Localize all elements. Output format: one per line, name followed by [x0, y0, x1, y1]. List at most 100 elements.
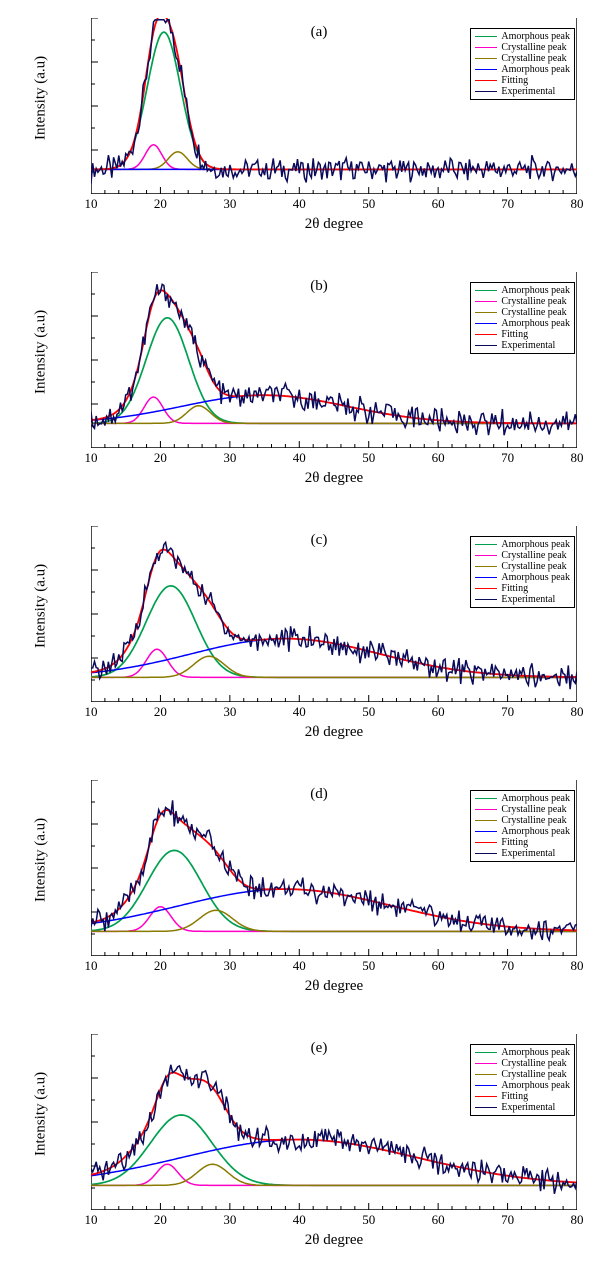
legend-swatch: [475, 1074, 497, 1075]
legend-label: Crystalline peak: [501, 53, 566, 64]
legend-item: Crystalline peak: [475, 307, 570, 318]
legend-label: Amorphous peak: [501, 285, 570, 296]
legend-label: Amorphous peak: [501, 1080, 570, 1091]
legend-swatch: [475, 1096, 497, 1097]
x-tick: 20: [154, 450, 167, 466]
x-tick: 30: [223, 958, 236, 974]
x-tick-labels: 1020304050607080: [91, 958, 577, 976]
panel-tag: (a): [311, 24, 328, 41]
figure-page: Intensity (a.u)(a)Amorphous peakCrystall…: [0, 0, 614, 1287]
legend-item: Amorphous peak: [475, 1047, 570, 1058]
legend-label: Crystalline peak: [501, 307, 566, 318]
legend-label: Crystalline peak: [501, 1069, 566, 1080]
legend-label: Experimental: [501, 594, 555, 605]
x-tick: 10: [85, 196, 98, 212]
x-tick: 50: [362, 958, 375, 974]
x-tick: 30: [223, 196, 236, 212]
curve-crystalline1: [91, 649, 577, 677]
x-tick: 60: [432, 450, 445, 466]
xrd-panel-c: Intensity (a.u)(c)Amorphous peakCrystall…: [27, 518, 587, 748]
legend-label: Amorphous peak: [501, 826, 570, 837]
legend-swatch: [475, 820, 497, 821]
legend-item: Fitting: [475, 329, 570, 340]
legend: Amorphous peakCrystalline peakCrystallin…: [470, 28, 575, 100]
legend-item: Amorphous peak: [475, 64, 570, 75]
legend-swatch: [475, 334, 497, 335]
legend-label: Crystalline peak: [501, 550, 566, 561]
legend-swatch: [475, 345, 497, 346]
legend-item: Experimental: [475, 594, 570, 605]
x-tick: 10: [85, 1212, 98, 1228]
x-tick: 50: [362, 196, 375, 212]
legend-item: Amorphous peak: [475, 539, 570, 550]
legend-item: Crystalline peak: [475, 296, 570, 307]
legend-swatch: [475, 809, 497, 810]
legend-label: Amorphous peak: [501, 793, 570, 804]
legend-swatch: [475, 1107, 497, 1108]
legend-swatch: [475, 798, 497, 799]
legend-item: Crystalline peak: [475, 815, 570, 826]
legend-item: Amorphous peak: [475, 826, 570, 837]
x-tick: 60: [432, 958, 445, 974]
legend-item: Experimental: [475, 86, 570, 97]
x-tick: 50: [362, 704, 375, 720]
x-tick: 50: [362, 450, 375, 466]
x-tick: 80: [571, 196, 584, 212]
x-tick: 40: [293, 450, 306, 466]
panel-tag: (d): [310, 786, 328, 803]
x-tick: 80: [571, 450, 584, 466]
legend-label: Fitting: [501, 583, 528, 594]
legend-label: Amorphous peak: [501, 64, 570, 75]
x-tick: 20: [154, 1212, 167, 1228]
legend-label: Amorphous peak: [501, 31, 570, 42]
legend-swatch: [475, 544, 497, 545]
legend-swatch: [475, 80, 497, 81]
x-tick: 70: [501, 958, 514, 974]
xrd-panel-d: Intensity (a.u)(d)Amorphous peakCrystall…: [27, 772, 587, 1002]
legend-label: Amorphous peak: [501, 539, 570, 550]
legend-swatch: [475, 853, 497, 854]
legend-label: Crystalline peak: [501, 815, 566, 826]
legend-item: Experimental: [475, 340, 570, 351]
legend-item: Amorphous peak: [475, 31, 570, 42]
legend-item: Crystalline peak: [475, 550, 570, 561]
legend-label: Crystalline peak: [501, 804, 566, 815]
x-tick: 40: [293, 958, 306, 974]
legend-item: Experimental: [475, 1102, 570, 1113]
legend: Amorphous peakCrystalline peakCrystallin…: [470, 536, 575, 608]
x-tick-labels: 1020304050607080: [91, 196, 577, 214]
legend-swatch: [475, 1085, 497, 1086]
x-axis-label: 2θ degree: [91, 470, 577, 487]
legend-item: Fitting: [475, 583, 570, 594]
legend-swatch: [475, 91, 497, 92]
legend-swatch: [475, 58, 497, 59]
x-tick: 70: [501, 704, 514, 720]
x-tick: 60: [432, 196, 445, 212]
panel-tag: (c): [311, 532, 328, 549]
x-tick: 60: [432, 1212, 445, 1228]
legend-item: Crystalline peak: [475, 1069, 570, 1080]
x-tick: 60: [432, 704, 445, 720]
legend-label: Amorphous peak: [501, 572, 570, 583]
x-tick: 20: [154, 704, 167, 720]
y-axis-label: Intensity (a.u): [31, 10, 51, 186]
legend-swatch: [475, 301, 497, 302]
legend-label: Crystalline peak: [501, 42, 566, 53]
x-tick: 50: [362, 1212, 375, 1228]
xrd-panel-a: Intensity (a.u)(a)Amorphous peakCrystall…: [27, 10, 587, 240]
y-axis-label: Intensity (a.u): [31, 264, 51, 440]
x-tick: 40: [293, 196, 306, 212]
legend-label: Experimental: [501, 340, 555, 351]
x-tick: 20: [154, 958, 167, 974]
legend-swatch: [475, 1052, 497, 1053]
legend-label: Fitting: [501, 75, 528, 86]
xrd-panel-e: Intensity (a.u)(e)Amorphous peakCrystall…: [27, 1026, 587, 1256]
legend-swatch: [475, 36, 497, 37]
legend-swatch: [475, 47, 497, 48]
legend: Amorphous peakCrystalline peakCrystallin…: [470, 790, 575, 862]
legend-item: Crystalline peak: [475, 561, 570, 572]
legend: Amorphous peakCrystalline peakCrystallin…: [470, 282, 575, 354]
legend-swatch: [475, 555, 497, 556]
legend-swatch: [475, 588, 497, 589]
legend-swatch: [475, 831, 497, 832]
